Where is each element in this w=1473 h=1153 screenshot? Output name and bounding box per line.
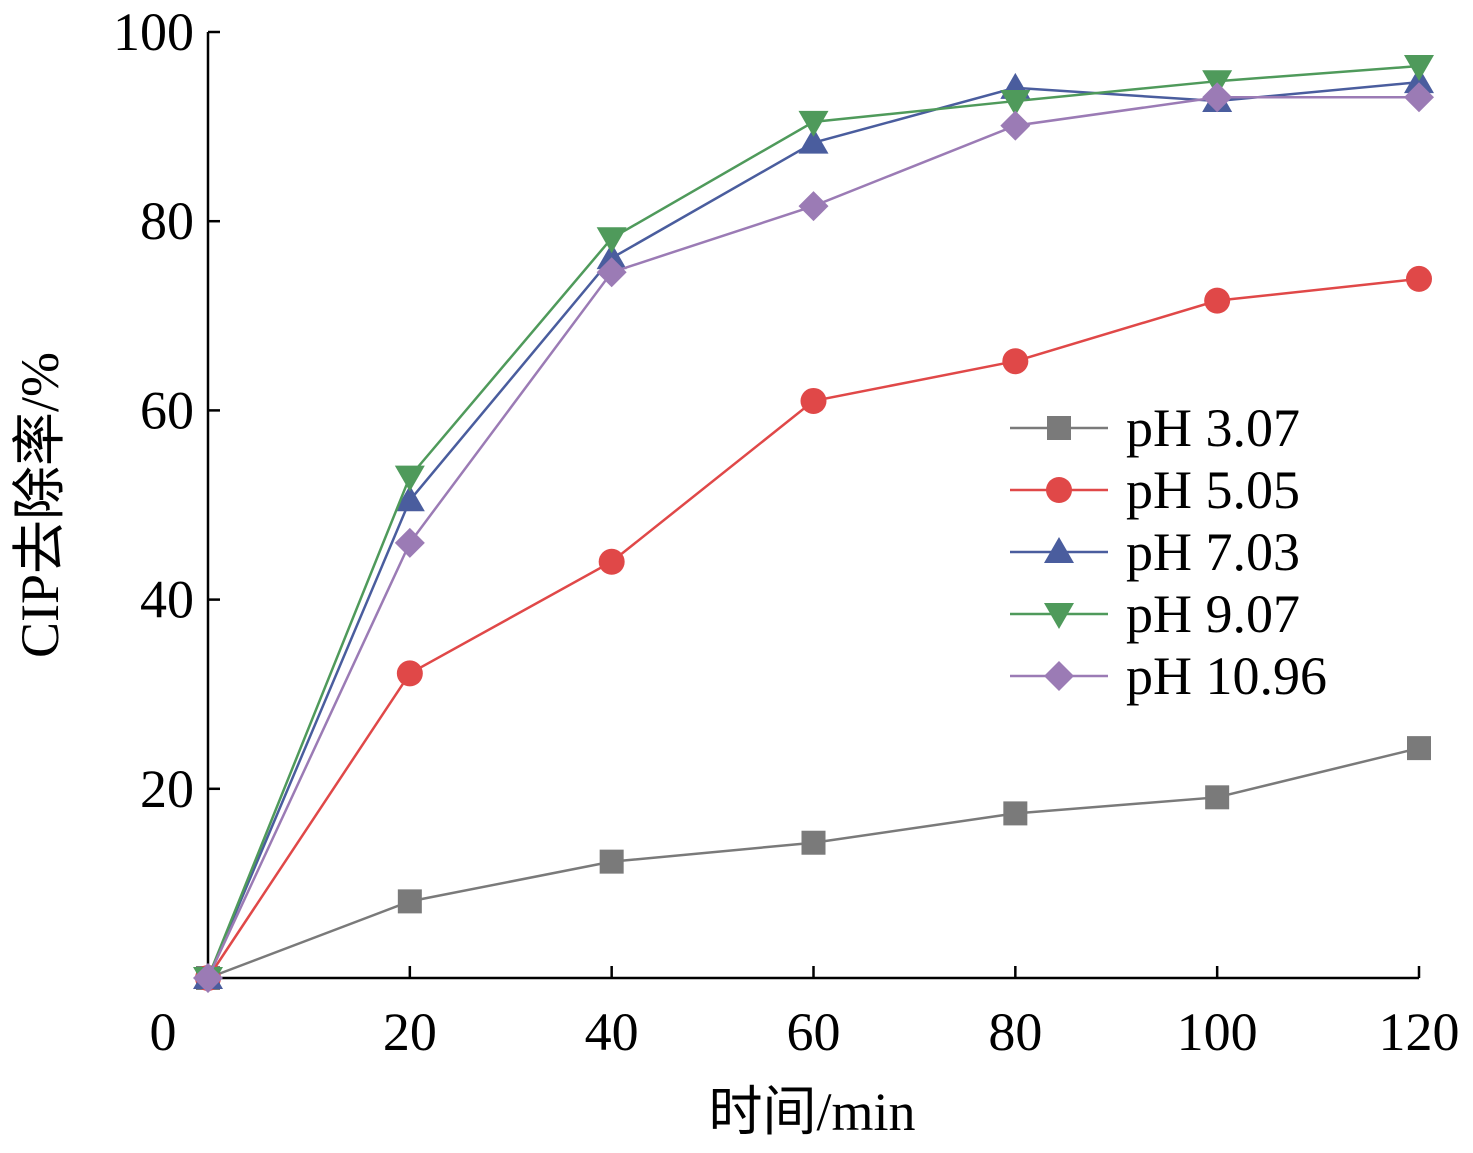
x-tick-label: 100 bbox=[1177, 1002, 1258, 1062]
y-tick-label: 40 bbox=[140, 570, 194, 630]
circle-marker bbox=[1002, 348, 1029, 375]
y-tick-label: 80 bbox=[140, 191, 194, 251]
diamond-marker bbox=[1000, 110, 1031, 141]
series-line bbox=[207, 746, 1420, 980]
y-tick-label: 100 bbox=[113, 2, 194, 62]
square-marker bbox=[1205, 785, 1230, 810]
triangle-up-marker bbox=[596, 243, 627, 270]
triangle-up-marker bbox=[798, 127, 829, 154]
axes: 0 20 40 60 80 100 120 20 40 60 80 100 bbox=[113, 2, 1460, 1062]
square-marker bbox=[397, 889, 422, 914]
circle-marker bbox=[1204, 287, 1231, 314]
triangle-down-marker bbox=[394, 465, 425, 492]
x-tick-label: 0 bbox=[150, 1002, 177, 1062]
x-tick-label: 20 bbox=[383, 1002, 437, 1062]
square-marker bbox=[801, 830, 826, 855]
diamond-marker bbox=[596, 257, 627, 288]
circle-marker bbox=[1046, 477, 1072, 503]
triangle-down-marker bbox=[1044, 603, 1074, 629]
x-tick-label: 40 bbox=[585, 1002, 639, 1062]
circle-marker bbox=[396, 660, 423, 687]
triangle-down-marker bbox=[596, 227, 627, 254]
legend-label: pH 3.07 bbox=[1126, 398, 1300, 458]
legend-label: pH 9.07 bbox=[1126, 584, 1300, 644]
square-marker bbox=[1003, 801, 1028, 826]
y-tick-label: 20 bbox=[140, 759, 194, 819]
series-pH-3_07 bbox=[196, 736, 1431, 990]
triangle-down-marker bbox=[1404, 55, 1434, 82]
x-axis-label: 时间/min bbox=[708, 1082, 915, 1142]
triangle-down-marker bbox=[1000, 90, 1031, 117]
diamond-marker bbox=[1044, 661, 1074, 691]
circle-marker bbox=[800, 387, 827, 414]
diamond-marker bbox=[798, 191, 829, 222]
square-marker bbox=[1407, 736, 1431, 761]
circle-marker bbox=[598, 548, 625, 575]
square-marker bbox=[599, 849, 624, 874]
y-axis-label: CIP去除率/% bbox=[10, 352, 70, 658]
triangle-up-marker bbox=[1044, 537, 1074, 563]
series-pH-10_96 bbox=[193, 82, 1434, 993]
diamond-marker bbox=[1202, 82, 1233, 113]
x-tick-label: 60 bbox=[787, 1002, 841, 1062]
series-group bbox=[193, 55, 1434, 993]
triangle-up-marker bbox=[394, 485, 425, 512]
x-tick-label: 120 bbox=[1379, 1002, 1460, 1062]
x-tick-label: 80 bbox=[988, 1002, 1042, 1062]
y-tick-label: 60 bbox=[140, 380, 194, 440]
legend-label: pH 7.03 bbox=[1126, 522, 1300, 582]
circle-marker bbox=[1406, 265, 1432, 292]
diamond-marker bbox=[193, 963, 223, 993]
legend-label: pH 10.96 bbox=[1126, 646, 1327, 706]
square-marker bbox=[1047, 416, 1071, 440]
diamond-marker bbox=[394, 527, 425, 558]
diamond-marker bbox=[1404, 82, 1434, 113]
triangle-down-marker bbox=[798, 110, 829, 137]
legend-label: pH 5.05 bbox=[1126, 460, 1300, 520]
